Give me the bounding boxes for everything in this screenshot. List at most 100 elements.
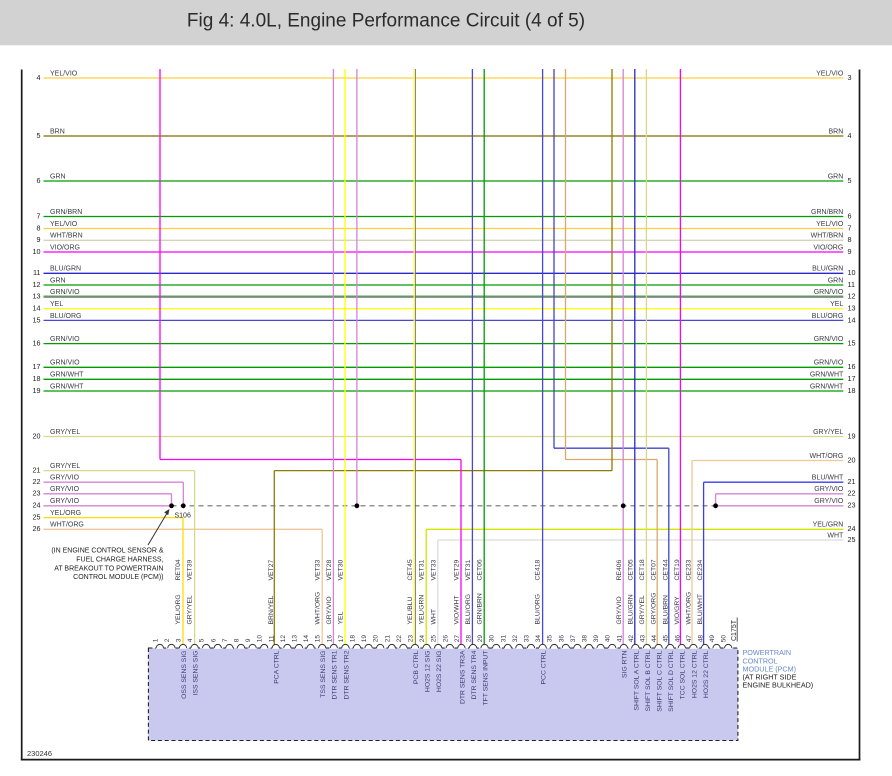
svg-text:WHT: WHT — [827, 532, 844, 539]
svg-text:GRN/VIO: GRN/VIO — [814, 360, 844, 367]
svg-text:27: 27 — [454, 635, 461, 643]
svg-text:GRN/BRN: GRN/BRN — [477, 593, 484, 624]
svg-text:DTR SENS TR4: DTR SENS TR4 — [471, 650, 478, 699]
svg-text:10: 10 — [257, 635, 264, 643]
svg-text:29: 29 — [477, 635, 484, 643]
svg-text:GRN/WHT: GRN/WHT — [810, 372, 844, 379]
svg-text:GRY/VIO: GRY/VIO — [814, 486, 844, 493]
svg-text:GRN: GRN — [828, 277, 844, 284]
svg-text:7: 7 — [848, 223, 852, 232]
svg-text:8: 8 — [234, 638, 241, 642]
svg-text:CET18: CET18 — [639, 559, 646, 580]
svg-text:(AT RIGHT SIDE: (AT RIGHT SIDE — [743, 672, 797, 681]
svg-text:5: 5 — [37, 131, 41, 140]
svg-text:21: 21 — [33, 466, 41, 475]
svg-text:CET06: CET06 — [477, 559, 484, 580]
svg-text:6: 6 — [210, 638, 217, 642]
svg-text:42: 42 — [628, 635, 635, 643]
svg-text:GRY/VIO: GRY/VIO — [616, 596, 623, 624]
svg-text:Fig 4: 4.0L, Engine Performanc: Fig 4: 4.0L, Engine Performance Circuit … — [187, 11, 585, 32]
svg-text:21: 21 — [848, 477, 856, 486]
svg-text:3: 3 — [848, 73, 852, 82]
svg-text:24: 24 — [419, 635, 426, 643]
svg-text:WHT/ORG: WHT/ORG — [686, 592, 693, 625]
svg-text:HO2S 12 CTRL: HO2S 12 CTRL — [691, 650, 698, 698]
svg-text:23: 23 — [848, 501, 856, 510]
svg-text:4: 4 — [37, 73, 41, 82]
svg-text:37: 37 — [570, 635, 577, 643]
svg-text:BRN: BRN — [50, 128, 65, 135]
svg-text:17: 17 — [338, 635, 345, 643]
svg-text:BLU/GRN: BLU/GRN — [50, 266, 81, 273]
svg-text:YEL/GRN: YEL/GRN — [813, 522, 844, 529]
svg-text:CE234: CE234 — [697, 559, 704, 580]
svg-text:DTR SENS TR3A: DTR SENS TR3A — [459, 650, 466, 704]
svg-text:BLU/WHT: BLU/WHT — [697, 594, 704, 625]
svg-text:VET28: VET28 — [326, 560, 333, 581]
svg-text:TFT SENS INPUT: TFT SENS INPUT — [483, 651, 490, 706]
svg-text:BLU/ORG: BLU/ORG — [812, 313, 844, 320]
svg-text:11: 11 — [33, 268, 40, 277]
svg-text:23: 23 — [408, 635, 415, 643]
svg-text:CET19: CET19 — [674, 559, 681, 580]
svg-text:CE233: CE233 — [686, 559, 693, 580]
svg-text:GRN/VIO: GRN/VIO — [50, 336, 80, 343]
svg-text:GRY/YEL: GRY/YEL — [813, 429, 843, 436]
svg-text:25: 25 — [848, 535, 856, 544]
svg-text:GRN/VIO: GRN/VIO — [814, 336, 844, 343]
svg-text:GRY/VIO: GRY/VIO — [326, 596, 333, 624]
svg-text:19: 19 — [33, 386, 41, 395]
svg-text:GRN/BRN: GRN/BRN — [50, 209, 82, 216]
svg-text:GRN/VIO: GRN/VIO — [50, 289, 80, 296]
svg-text:7: 7 — [222, 638, 229, 642]
svg-text:BLU/GRN: BLU/GRN — [628, 594, 635, 624]
svg-text:WHT: WHT — [430, 609, 437, 624]
svg-text:18: 18 — [350, 635, 357, 643]
svg-text:FUEL CHARGE HARNESS,: FUEL CHARGE HARNESS, — [76, 557, 163, 564]
svg-text:18: 18 — [848, 386, 856, 395]
svg-text:RE406: RE406 — [616, 559, 623, 580]
svg-text:25: 25 — [431, 635, 438, 643]
svg-text:BRN: BRN — [829, 128, 844, 135]
svg-text:13: 13 — [848, 304, 856, 313]
svg-text:BLU/ORG: BLU/ORG — [535, 594, 542, 625]
svg-text:GRN/WHT: GRN/WHT — [50, 372, 84, 379]
svg-text:10: 10 — [33, 247, 41, 256]
svg-text:YEL/ORG: YEL/ORG — [175, 594, 182, 624]
svg-text:VIO/ORG: VIO/ORG — [50, 244, 80, 251]
svg-text:17: 17 — [848, 374, 856, 383]
svg-text:WHT/BRN: WHT/BRN — [811, 233, 844, 240]
svg-text:43: 43 — [640, 635, 647, 643]
svg-text:20: 20 — [848, 455, 856, 464]
svg-text:GRN: GRN — [50, 277, 66, 284]
svg-text:VET31: VET31 — [465, 560, 472, 581]
svg-text:24: 24 — [848, 524, 856, 533]
svg-text:YEL/VIO: YEL/VIO — [816, 70, 844, 77]
svg-text:BLU/ORG: BLU/ORG — [465, 594, 472, 625]
svg-text:14: 14 — [303, 635, 310, 643]
svg-text:HO2S 22 SIG: HO2S 22 SIG — [436, 651, 443, 693]
svg-text:3: 3 — [176, 638, 183, 642]
svg-text:OSS SENS SIG: OSS SENS SIG — [181, 651, 188, 699]
svg-text:19: 19 — [848, 431, 856, 440]
svg-text:GRY/YEL: GRY/YEL — [50, 463, 80, 470]
svg-text:18: 18 — [33, 374, 41, 383]
svg-text:WHT/ORG: WHT/ORG — [314, 592, 321, 625]
svg-text:VET31: VET31 — [419, 560, 426, 581]
svg-text:SHIFT SOL C CTRL: SHIFT SOL C CTRL — [657, 650, 664, 711]
svg-text:8: 8 — [37, 223, 41, 232]
svg-text:BLU/BRN: BLU/BRN — [662, 595, 669, 625]
svg-text:6: 6 — [848, 211, 852, 220]
svg-text:DTR SENS TR1: DTR SENS TR1 — [332, 650, 339, 699]
svg-text:GRN/VIO: GRN/VIO — [50, 360, 80, 367]
svg-text:CE418: CE418 — [535, 559, 542, 580]
svg-text:VET27: VET27 — [268, 560, 275, 581]
svg-text:VET33: VET33 — [430, 560, 437, 581]
svg-text:RET04: RET04 — [175, 559, 182, 580]
svg-text:PCC CTRL: PCC CTRL — [541, 650, 548, 684]
svg-text:15: 15 — [848, 339, 856, 348]
svg-text:17: 17 — [33, 362, 41, 371]
svg-text:(IN ENGINE CONTROL SENSOR &: (IN ENGINE CONTROL SENSOR & — [51, 548, 163, 555]
svg-text:YEL: YEL — [338, 611, 345, 624]
svg-text:VIO/WHT: VIO/WHT — [454, 595, 461, 624]
